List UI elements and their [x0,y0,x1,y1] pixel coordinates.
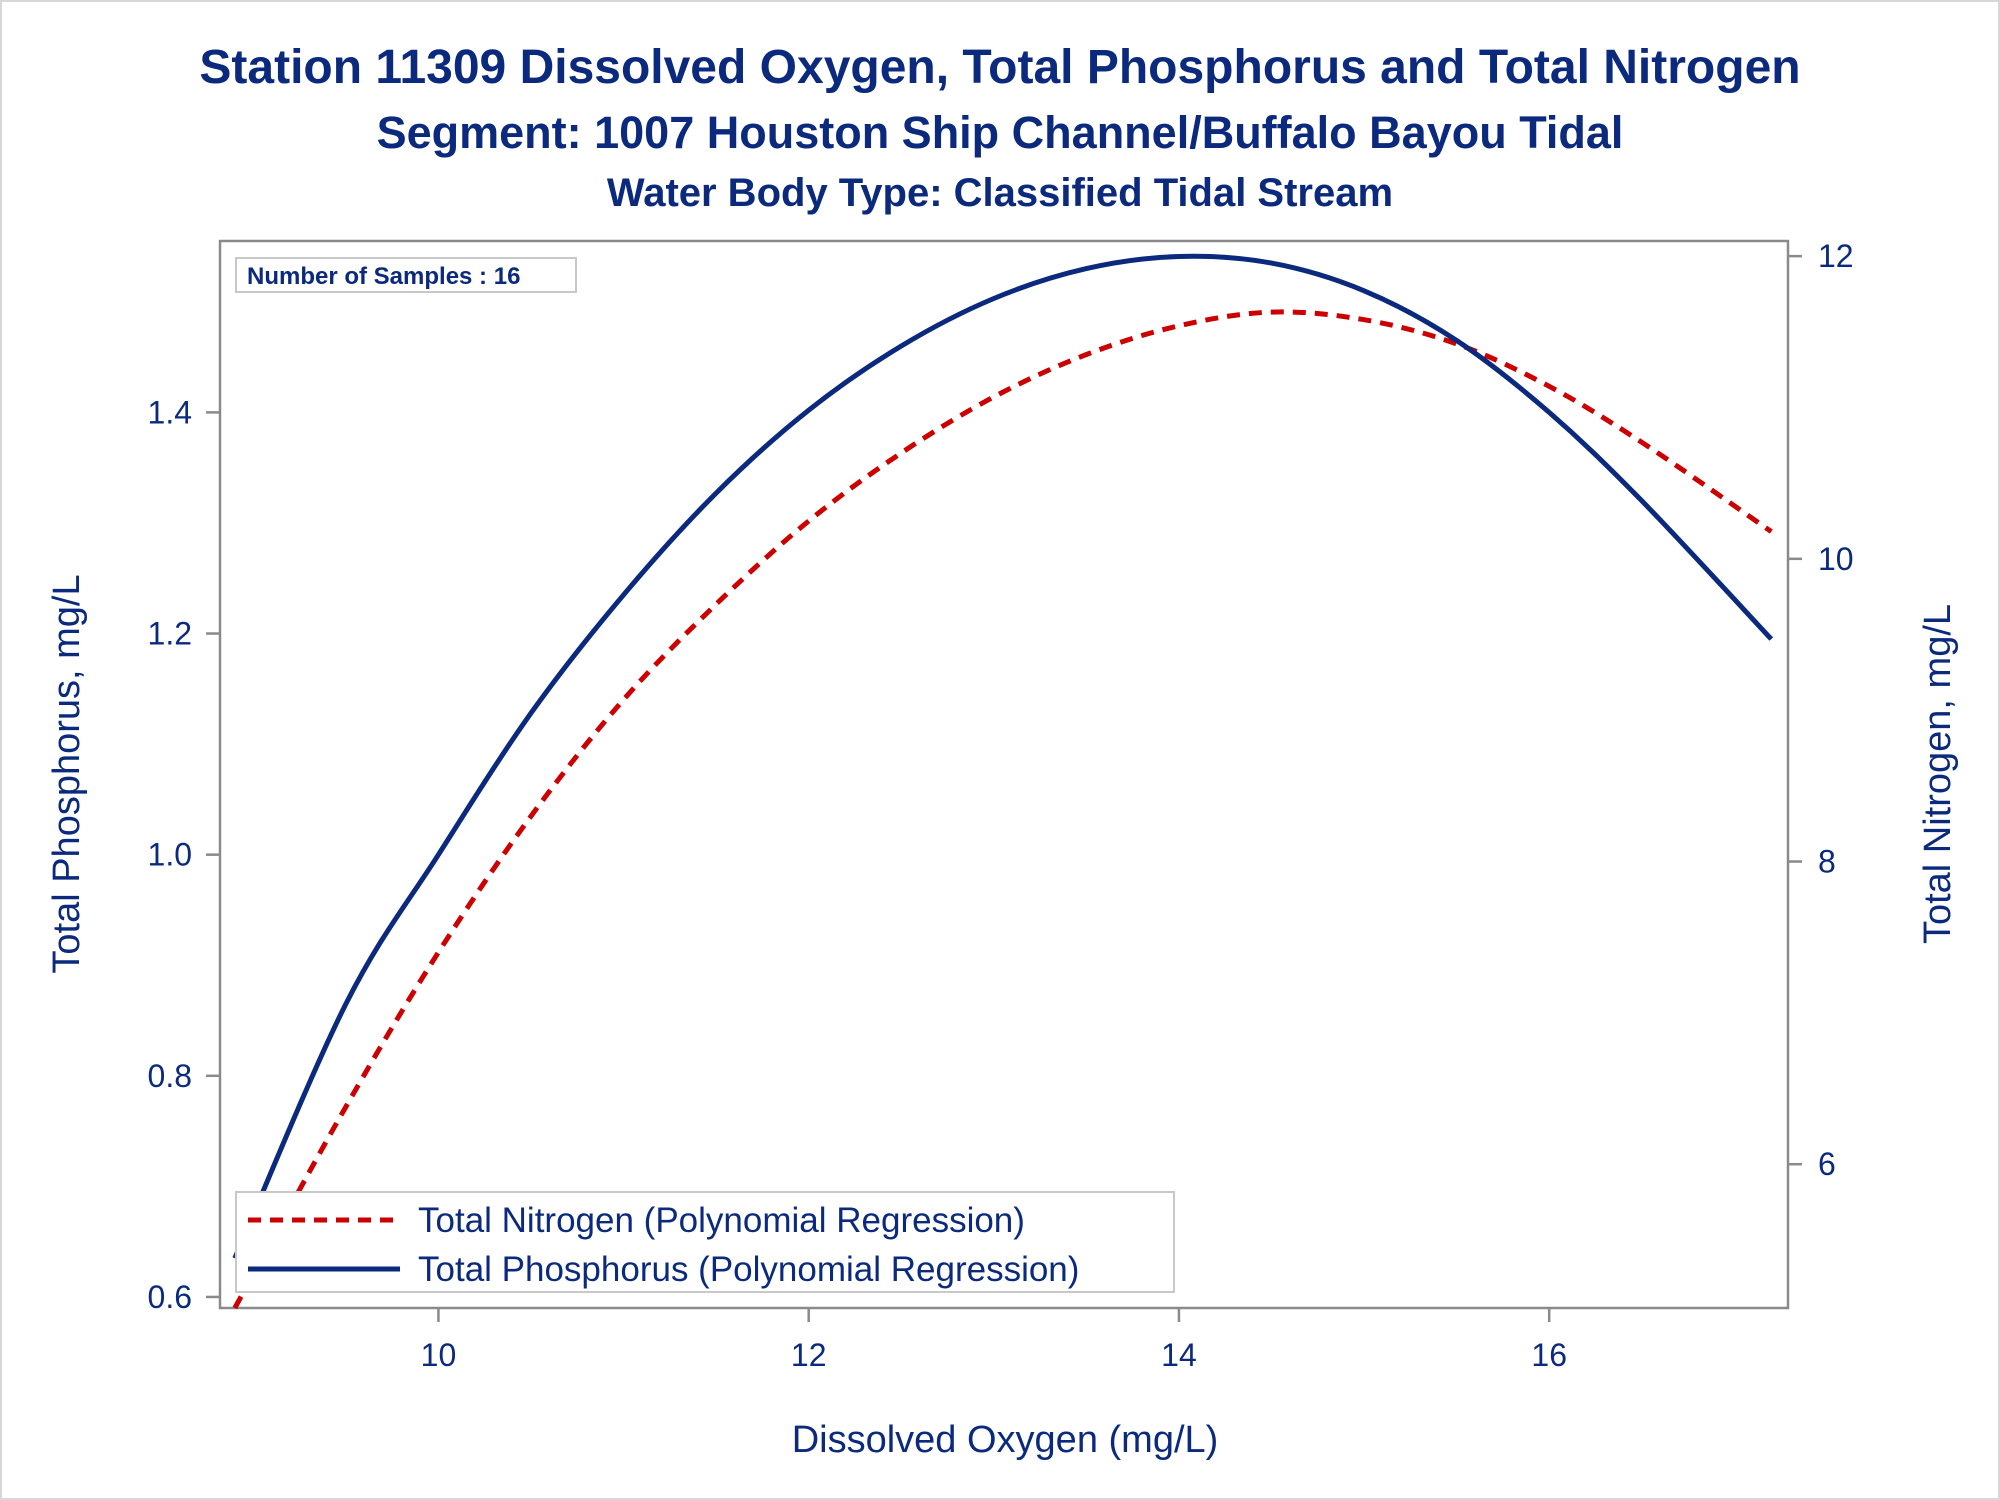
y2-tick-label: 12 [1818,238,1854,274]
sample-count-frame [235,257,577,293]
y2-tick-label: 10 [1818,541,1854,577]
x-tick-label: 14 [1161,1337,1197,1373]
chart-title: Station 11309 Dissolved Oxygen, Total Ph… [199,41,1800,94]
y2-tick-label: 8 [1818,844,1836,880]
series-line-total-phosphorus [232,253,1774,1260]
sample-count-box: Number of Samples : 16 [235,257,577,293]
legend-label-phosphorus: Total Phosphorus (Polynomial Regression) [418,1250,1079,1289]
y-axis-label: Total Phosphorus, mg/L [46,574,88,973]
legend: Total Nitrogen (Polynomial Regression) T… [235,1191,1175,1293]
y-axis-right: 6 8 10 12 [1788,238,1854,1182]
y-tick-label: 1.2 [148,616,192,652]
x-tick-label: 10 [421,1337,457,1373]
y-axis-left: 0.6 0.8 1.0 1.2 1.4 [148,394,220,1315]
plot-area [218,239,1790,1310]
y-tick-label: 0.8 [148,1058,192,1094]
y-tick-label: 1.0 [148,837,192,873]
x-axis: 10 12 14 16 [421,1308,1567,1373]
chart-subtitle: Segment: 1007 Houston Ship Channel/Buffa… [377,107,1624,158]
legend-frame [235,1191,1175,1293]
legend-label-nitrogen: Total Nitrogen (Polynomial Regression) [418,1201,1025,1240]
y-tick-label: 0.6 [148,1279,192,1315]
x-tick-label: 12 [791,1337,827,1373]
chart-subtitle-2: Water Body Type: Classified Tidal Stream [607,171,1393,215]
y2-tick-label: 6 [1818,1146,1836,1182]
y-tick-label: 1.4 [148,394,192,430]
sample-count-text: Number of Samples : 16 [247,263,520,290]
series-layer [232,253,1774,1310]
x-tick-label: 16 [1531,1337,1567,1373]
y2-axis-label: Total Nitrogen, mg/L [1917,604,1959,944]
x-axis-label: Dissolved Oxygen (mg/L) [792,1419,1219,1461]
